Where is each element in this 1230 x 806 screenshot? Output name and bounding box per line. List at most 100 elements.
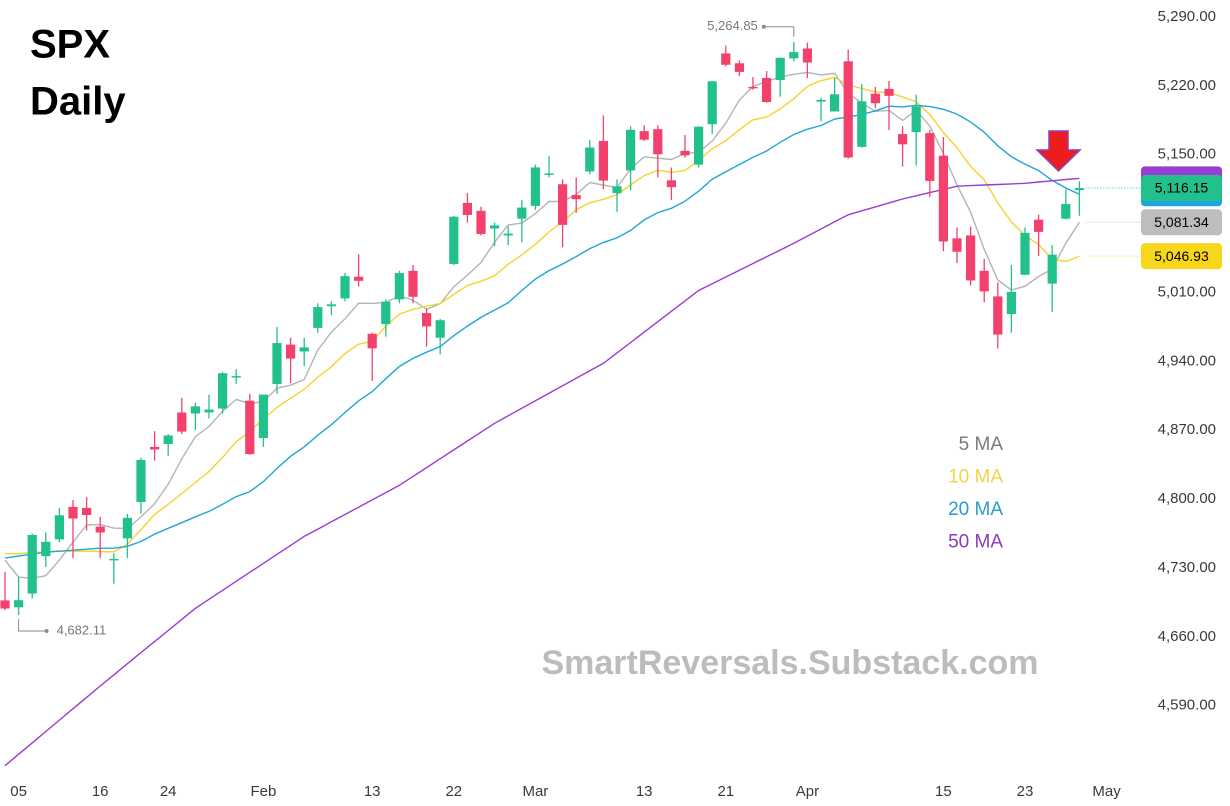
price-label: 5,081.34 — [1154, 214, 1209, 230]
candle-body — [408, 270, 418, 297]
candle-body — [1061, 203, 1071, 219]
candle-body — [27, 534, 37, 594]
candle-body — [694, 126, 704, 165]
y-tick-label: 5,010.00 — [1158, 283, 1216, 300]
annotation-label: 4,682.11 — [57, 622, 107, 637]
candle-body — [68, 506, 78, 519]
price-label: 5,046.93 — [1154, 248, 1209, 264]
candle-body — [435, 320, 445, 338]
y-tick-label: 4,730.00 — [1158, 559, 1216, 576]
candle-body — [54, 515, 64, 540]
ma-line — [4, 104, 1080, 559]
candle-body — [993, 296, 1003, 335]
legend-entry: 50 MA — [948, 532, 1003, 553]
candle-body — [1047, 254, 1057, 284]
candle-body — [626, 129, 636, 171]
candle-body — [870, 93, 880, 104]
candle-body — [952, 238, 962, 252]
candle-body — [653, 129, 663, 155]
price-box — [1141, 175, 1222, 202]
candle-body — [680, 150, 690, 156]
candle-body — [830, 94, 840, 112]
candle-body — [938, 155, 948, 242]
candle-body — [462, 202, 472, 215]
candle-body — [299, 347, 309, 352]
x-tick-label: 22 — [445, 783, 462, 800]
x-tick-label: 13 — [364, 783, 381, 800]
candle-body — [258, 394, 268, 439]
candle-body — [177, 412, 187, 432]
candle-body — [136, 459, 146, 503]
candle-body — [857, 101, 867, 147]
candle-body — [802, 48, 812, 63]
price-label: 5,116.15 — [1155, 180, 1209, 196]
candle-body — [884, 88, 894, 96]
ma-lines — [4, 71, 1080, 767]
y-tick-label: 4,940.00 — [1158, 352, 1216, 369]
x-tick-label: Feb — [250, 783, 276, 800]
candle-body — [204, 409, 214, 413]
candle-body — [231, 376, 241, 378]
candle-body — [503, 233, 513, 236]
candle-body — [816, 99, 826, 102]
x-tick-label: May — [1092, 783, 1121, 800]
candle-body — [530, 167, 540, 206]
x-tick-label: 13 — [636, 783, 653, 800]
candle-body — [639, 131, 649, 140]
legend-entry: 5 MA — [959, 434, 1004, 455]
down-arrow — [1035, 130, 1082, 173]
y-tick-label: 5,290.00 — [1158, 8, 1216, 25]
x-tick-label: Mar — [522, 783, 548, 800]
x-tick-label: 16 — [92, 783, 109, 800]
candle-body — [517, 207, 527, 219]
candle-body — [422, 313, 432, 327]
candle-body — [775, 57, 785, 80]
annotation-dot — [761, 24, 766, 29]
candle-body — [449, 216, 459, 264]
candle-body — [925, 133, 935, 181]
candle-body — [381, 301, 391, 324]
candle-body — [789, 52, 799, 59]
ma-line — [4, 71, 1080, 580]
candle-body — [163, 435, 173, 444]
y-tick-label: 4,870.00 — [1158, 421, 1216, 438]
candle-body — [598, 140, 608, 181]
candle-body — [721, 53, 731, 65]
candle-body — [286, 344, 296, 359]
candle-body — [571, 195, 581, 200]
candle-body — [109, 558, 119, 561]
x-tick-label: 05 — [10, 783, 27, 800]
candle-body — [326, 304, 336, 307]
candle-body — [734, 63, 744, 72]
candle-body — [898, 134, 908, 145]
candle-body — [245, 400, 255, 455]
price-box — [1141, 243, 1222, 270]
annotation-label: 5,264.85 — [707, 18, 758, 33]
y-tick-label: 4,590.00 — [1158, 697, 1216, 714]
legend-entry: 10 MA — [948, 467, 1003, 488]
candle-body — [476, 210, 486, 234]
x-tick-label: Apr — [796, 783, 819, 800]
candle-body — [1006, 291, 1016, 315]
candle-body — [979, 270, 989, 292]
candle-body — [544, 173, 554, 175]
x-tick-label: 23 — [1017, 783, 1034, 800]
candle-body — [1020, 232, 1030, 275]
ma-line — [4, 76, 1080, 555]
candle-body — [707, 81, 717, 125]
candle-body — [218, 373, 228, 409]
candle-body — [843, 61, 853, 158]
candle-body — [313, 307, 323, 328]
candle-body — [585, 147, 595, 172]
annotation-line — [763, 26, 795, 37]
overlay: 4,590.00 4,660.00 4,730.00 4,800.00 4,870.00… — [10, 8, 1222, 800]
candle-body — [14, 600, 24, 608]
candle-body — [340, 276, 350, 299]
x-tick-label: 21 — [717, 783, 734, 800]
x-tick-label: 24 — [160, 783, 177, 800]
candle-body — [190, 406, 200, 414]
signal-arrow — [1035, 130, 1082, 173]
candle-body — [558, 184, 568, 225]
